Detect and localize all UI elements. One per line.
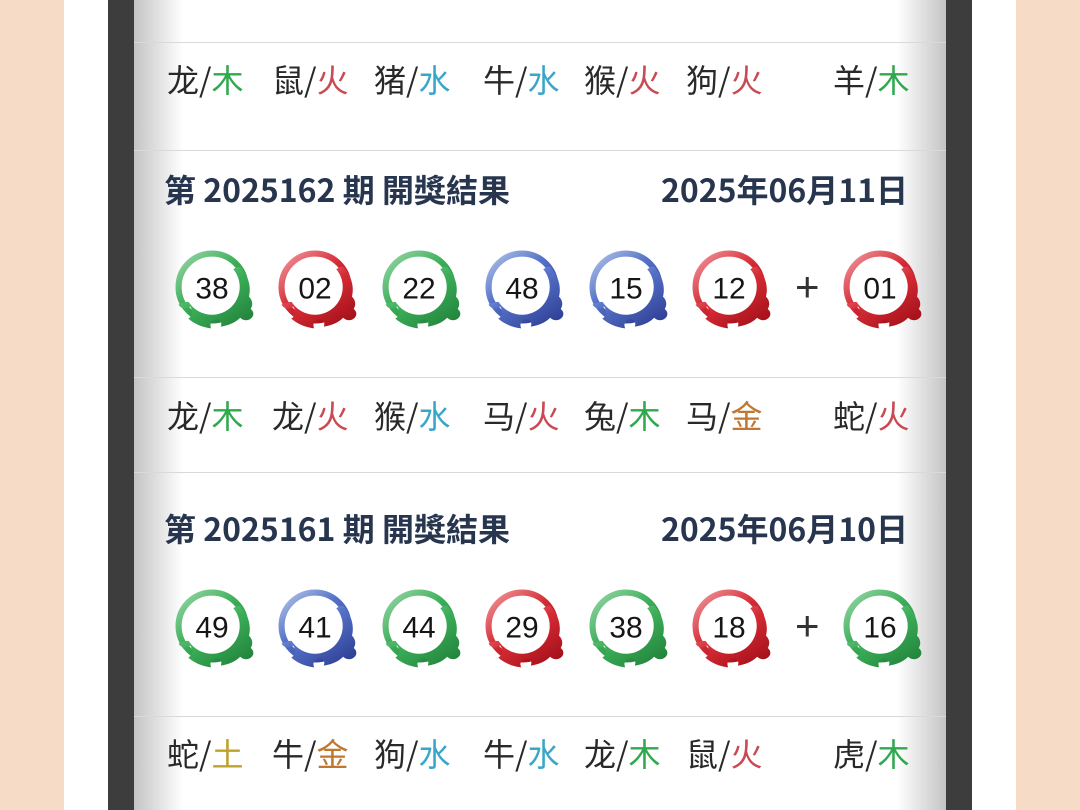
svg-text:01: 01 bbox=[863, 272, 896, 305]
svg-text:38: 38 bbox=[195, 272, 228, 305]
svg-text:44: 44 bbox=[402, 611, 435, 644]
svg-text:02: 02 bbox=[298, 272, 331, 305]
svg-text:18: 18 bbox=[712, 611, 745, 644]
svg-text:48: 48 bbox=[505, 272, 538, 305]
svg-text:22: 22 bbox=[402, 272, 435, 305]
svg-text:15: 15 bbox=[609, 272, 642, 305]
svg-text:41: 41 bbox=[298, 611, 331, 644]
svg-text:49: 49 bbox=[195, 611, 228, 644]
svg-text:16: 16 bbox=[863, 611, 896, 644]
svg-text:29: 29 bbox=[505, 611, 538, 644]
svg-text:12: 12 bbox=[712, 272, 745, 305]
svg-text:38: 38 bbox=[609, 611, 642, 644]
